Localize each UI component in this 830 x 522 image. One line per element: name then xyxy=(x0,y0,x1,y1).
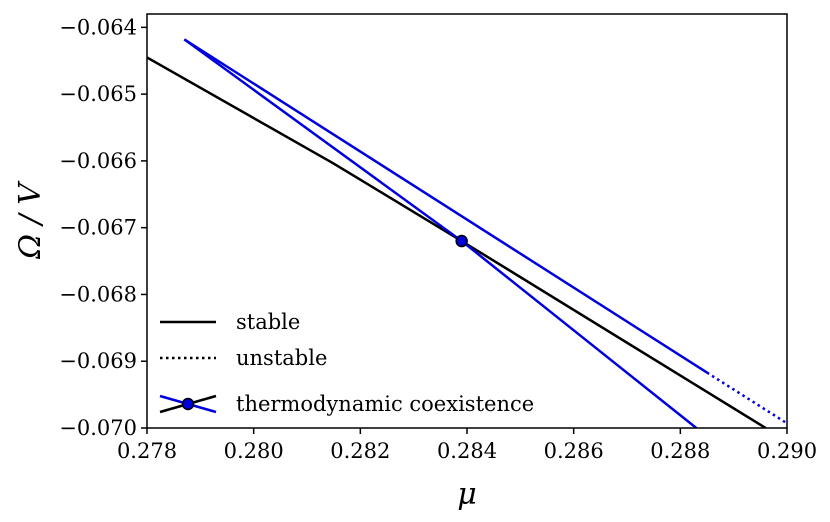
x-tick-label: 0.286 xyxy=(544,439,604,463)
y-axis: −0.064 −0.065 −0.066 −0.067 −0.068 −0.069 −0.0… xyxy=(59,15,147,440)
y-tick-label: −0.067 xyxy=(59,216,137,240)
y-tick-label: −0.070 xyxy=(59,416,137,440)
y-axis-label: Ω / V xyxy=(13,180,48,260)
x-tick-label: 0.280 xyxy=(224,439,284,463)
legend-label-unstable: unstable xyxy=(236,346,327,370)
y-tick-label: −0.068 xyxy=(59,282,137,306)
series-stable-blue-upper xyxy=(183,38,708,374)
x-tick-label: 0.282 xyxy=(330,439,390,463)
y-tick-label: −0.066 xyxy=(59,149,137,173)
y-tick-label: −0.064 xyxy=(59,15,137,39)
x-tick-label: 0.284 xyxy=(437,439,497,463)
marker-layer xyxy=(455,234,468,248)
x-axis: 0.278 0.280 0.282 0.284 0.286 0.288 0.290 xyxy=(117,428,817,463)
x-tick-label: 0.288 xyxy=(650,439,710,463)
x-axis-label: μ xyxy=(457,477,477,512)
coexistence-point xyxy=(455,234,468,248)
series-unstable-blue-upper xyxy=(706,371,787,425)
series-layer xyxy=(147,38,787,428)
legend-swatch-coexistence-point xyxy=(181,397,195,411)
legend: stable unstable thermodynamic coexistenc… xyxy=(159,310,534,416)
legend-label-coexistence: thermodynamic coexistence xyxy=(236,392,534,416)
series-stable-black xyxy=(147,56,767,428)
x-tick-label: 0.290 xyxy=(757,439,817,463)
legend-label-stable: stable xyxy=(236,310,300,334)
y-tick-label: −0.065 xyxy=(59,82,137,106)
x-tick-label: 0.278 xyxy=(117,439,177,463)
y-tick-label: −0.069 xyxy=(59,349,137,373)
